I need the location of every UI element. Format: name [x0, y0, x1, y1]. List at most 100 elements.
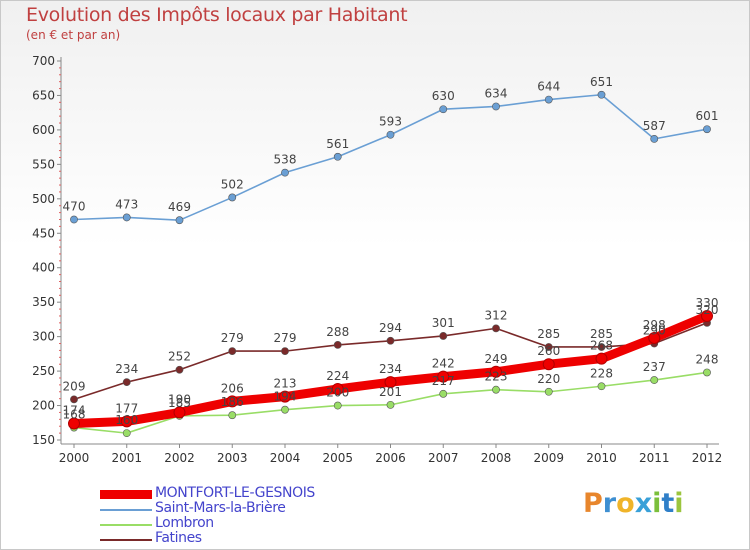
data-label-fatines: 290 — [643, 324, 666, 338]
data-point-fatines — [597, 343, 606, 351]
data-point-montfort-le-gesnois — [120, 415, 133, 428]
logo-letter: P — [583, 488, 603, 519]
legend-item-lombron[interactable]: Lombron — [100, 515, 360, 533]
data-label-saint-mars-la-bri-re: 634 — [485, 86, 508, 100]
data-label-montfort-le-gesnois: 260 — [537, 344, 560, 358]
data-label-fatines: 279 — [221, 331, 244, 345]
data-point-lombron — [281, 405, 289, 414]
data-point-lombron — [492, 385, 500, 394]
axes: 150 200 250 300 350 400 450 500 550 600 650 700 2000… — [32, 54, 722, 465]
data-point-saint-mars-la-bri-re — [492, 102, 500, 111]
data-label-saint-mars-la-bri-re: 601 — [696, 109, 719, 123]
data-label-montfort-le-gesnois: 249 — [485, 352, 508, 366]
legend-label-montfort: MONTFORT-LE-GESNOIS — [155, 485, 315, 501]
y-tick-label: 600 — [32, 123, 55, 137]
x-tick-label: 2002 — [164, 451, 195, 465]
data-label-montfort-le-gesnois: 298 — [643, 318, 666, 332]
data-label-lombron: 217 — [432, 374, 455, 388]
y-tick-label: 200 — [32, 399, 55, 413]
data-point-lombron — [122, 429, 131, 438]
data-labels: 470 473 469 502 538 561 593 630 634 644 651 587 601 1… — [63, 75, 719, 427]
data-label-saint-mars-la-bri-re: 538 — [274, 153, 297, 167]
legend-label-fatines: Fatines — [155, 530, 202, 546]
data-point-fatines — [122, 378, 131, 387]
data-point-saint-mars-la-bri-re — [544, 95, 553, 104]
data-point-fatines — [333, 341, 342, 349]
logo-letter: t — [661, 488, 675, 519]
data-point-fatines — [544, 343, 553, 351]
logo-letter: o — [616, 488, 635, 519]
data-point-saint-mars-la-bri-re — [386, 130, 395, 139]
data-label-saint-mars-la-bri-re: 587 — [643, 119, 666, 133]
data-point-lombron — [703, 368, 711, 377]
data-label-montfort-le-gesnois: 190 — [168, 392, 191, 406]
x-tick-label: 2005 — [322, 451, 353, 465]
x-tick-label: 2000 — [59, 451, 90, 465]
data-label-lombron: 228 — [590, 366, 613, 380]
data-label-fatines: 234 — [115, 362, 138, 376]
data-label-saint-mars-la-bri-re: 470 — [63, 199, 86, 213]
x-tick-label: 2010 — [586, 451, 617, 465]
x-tick-label: 2008 — [481, 451, 512, 465]
y-tick-label: 400 — [32, 261, 55, 275]
data-label-saint-mars-la-bri-re: 630 — [432, 89, 455, 103]
legend-swatch-fatines — [100, 539, 152, 541]
x-tick-label: 2003 — [217, 451, 248, 465]
data-point-montfort-le-gesnois — [701, 309, 713, 322]
data-label-lombron: 223 — [485, 370, 508, 384]
legend-item-montfort[interactable]: MONTFORT-LE-GESNOIS — [100, 485, 360, 503]
chart-title: Evolution des Impôts locaux par Habitant — [26, 4, 408, 26]
data-point-montfort-le-gesnois — [279, 390, 291, 403]
data-label-fatines: 288 — [326, 325, 349, 339]
data-label-fatines: 320 — [696, 303, 719, 317]
data-point-montfort-le-gesnois — [331, 383, 344, 396]
legend-swatch-lombron — [100, 524, 152, 526]
legend-label-saint-mars: Saint-Mars-la-Brière — [155, 500, 286, 516]
x-tick-label: 2012 — [692, 451, 723, 465]
x-tick-label: 2006 — [375, 451, 406, 465]
data-point-lombron — [597, 382, 606, 391]
data-label-lombron: 194 — [274, 390, 297, 404]
data-point-fatines — [439, 332, 448, 340]
data-label-montfort-le-gesnois: 206 — [221, 381, 244, 395]
data-label-lombron: 248 — [696, 352, 719, 366]
logo-letter: r — [602, 488, 617, 519]
data-label-lombron: 200 — [326, 386, 349, 400]
x-tick-label: 2004 — [270, 451, 301, 465]
data-point-montfort-le-gesnois — [173, 406, 186, 419]
data-point-saint-mars-la-bri-re — [228, 193, 237, 202]
proxiti-logo: Proxiti — [583, 488, 684, 519]
y-tick-label: 500 — [32, 192, 55, 206]
x-tick-label: 2001 — [111, 451, 142, 465]
y-tick-label: 550 — [32, 157, 55, 171]
data-point-lombron — [650, 376, 659, 384]
legend-swatch-montfort — [100, 490, 152, 499]
y-tick-label: 650 — [32, 88, 55, 102]
data-point-lombron — [544, 387, 553, 396]
data-label-saint-mars-la-bri-re: 561 — [326, 137, 349, 151]
data-point-montfort-le-gesnois — [384, 376, 397, 389]
data-label-lombron: 185 — [168, 396, 191, 410]
data-point-montfort-le-gesnois — [648, 332, 661, 345]
data-label-montfort-le-gesnois: 177 — [115, 401, 138, 415]
legend-item-fatines[interactable]: Fatines — [100, 530, 360, 548]
data-label-lombron: 201 — [379, 385, 402, 399]
data-point-lombron — [333, 401, 342, 410]
data-point-saint-mars-la-bri-re — [650, 134, 659, 143]
data-label-montfort-le-gesnois: 224 — [326, 369, 349, 383]
data-point-lombron — [386, 400, 395, 409]
data-point-montfort-le-gesnois — [595, 352, 608, 365]
data-point-lombron — [228, 411, 237, 420]
y-tick-label: 150 — [32, 433, 55, 447]
chart-subtitle: (en € et par an) — [26, 28, 121, 42]
data-label-lombron: 237 — [643, 360, 666, 374]
data-point-fatines — [70, 395, 78, 404]
data-label-fatines: 285 — [537, 327, 560, 341]
data-point-fatines — [228, 347, 237, 356]
data-label-lombron: 220 — [537, 372, 560, 386]
y-tick-label: 700 — [32, 54, 55, 68]
legend-item-saint-mars[interactable]: Saint-Mars-la-Brière — [100, 500, 360, 518]
data-point-saint-mars-la-bri-re — [122, 213, 131, 222]
data-point-saint-mars-la-bri-re — [597, 90, 606, 99]
